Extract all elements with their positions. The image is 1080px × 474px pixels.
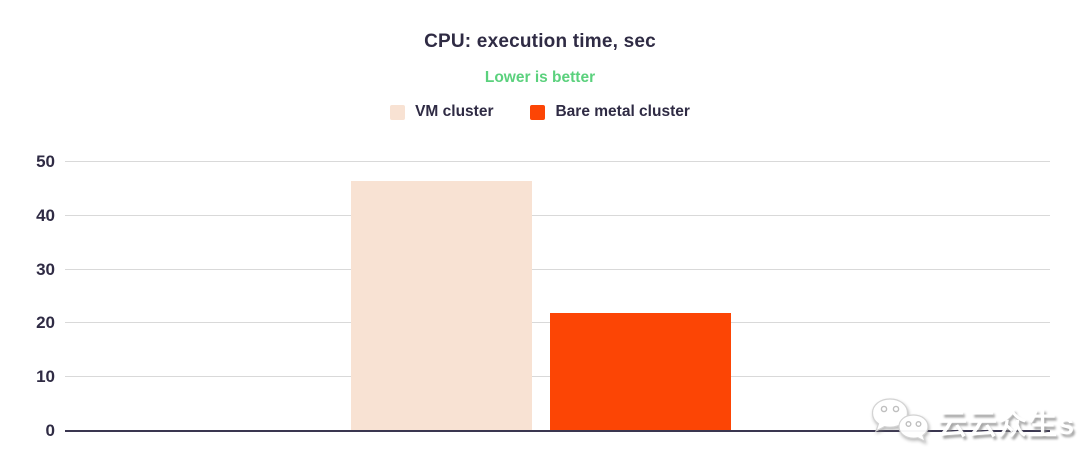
legend-swatch-vm-cluster xyxy=(390,104,406,120)
watermark-text: 云云众生s xyxy=(938,409,1076,441)
y-axis-label: 10 xyxy=(36,367,55,387)
legend-label-vm-cluster: VM cluster xyxy=(415,103,494,120)
bar-bare-metal-cluster xyxy=(550,312,731,431)
y-axis-label: 30 xyxy=(36,259,55,279)
y-axis-label: 0 xyxy=(45,421,55,440)
gridline xyxy=(65,268,1050,270)
legend-item-vm-cluster: VM cluster xyxy=(390,103,493,121)
gridline xyxy=(65,161,1050,162)
y-axis-label: 40 xyxy=(36,205,55,225)
y-axis: 0 10 20 30 40 50 xyxy=(0,152,55,440)
legend-label-bare-metal-cluster: Bare metal cluster xyxy=(555,103,690,120)
chart-subtitle: Lower is better xyxy=(484,69,596,86)
gridline xyxy=(65,214,1050,216)
legend: VM cluster Bare metal cluster xyxy=(0,103,1080,121)
legend-item-bare-metal-cluster: Bare metal cluster xyxy=(530,103,690,121)
legend-swatch-bare-metal-cluster xyxy=(530,104,546,120)
plot-area xyxy=(65,161,1050,432)
watermark: 云云众生s xyxy=(866,396,1075,448)
x-axis-line xyxy=(65,430,1050,432)
bar-vm-cluster xyxy=(351,180,532,431)
y-axis-label: 50 xyxy=(36,152,55,171)
y-axis-label: 20 xyxy=(36,313,55,333)
wechat-chat-bubbles-icon xyxy=(871,398,929,443)
chart-title: CPU: execution time, sec xyxy=(424,31,656,52)
